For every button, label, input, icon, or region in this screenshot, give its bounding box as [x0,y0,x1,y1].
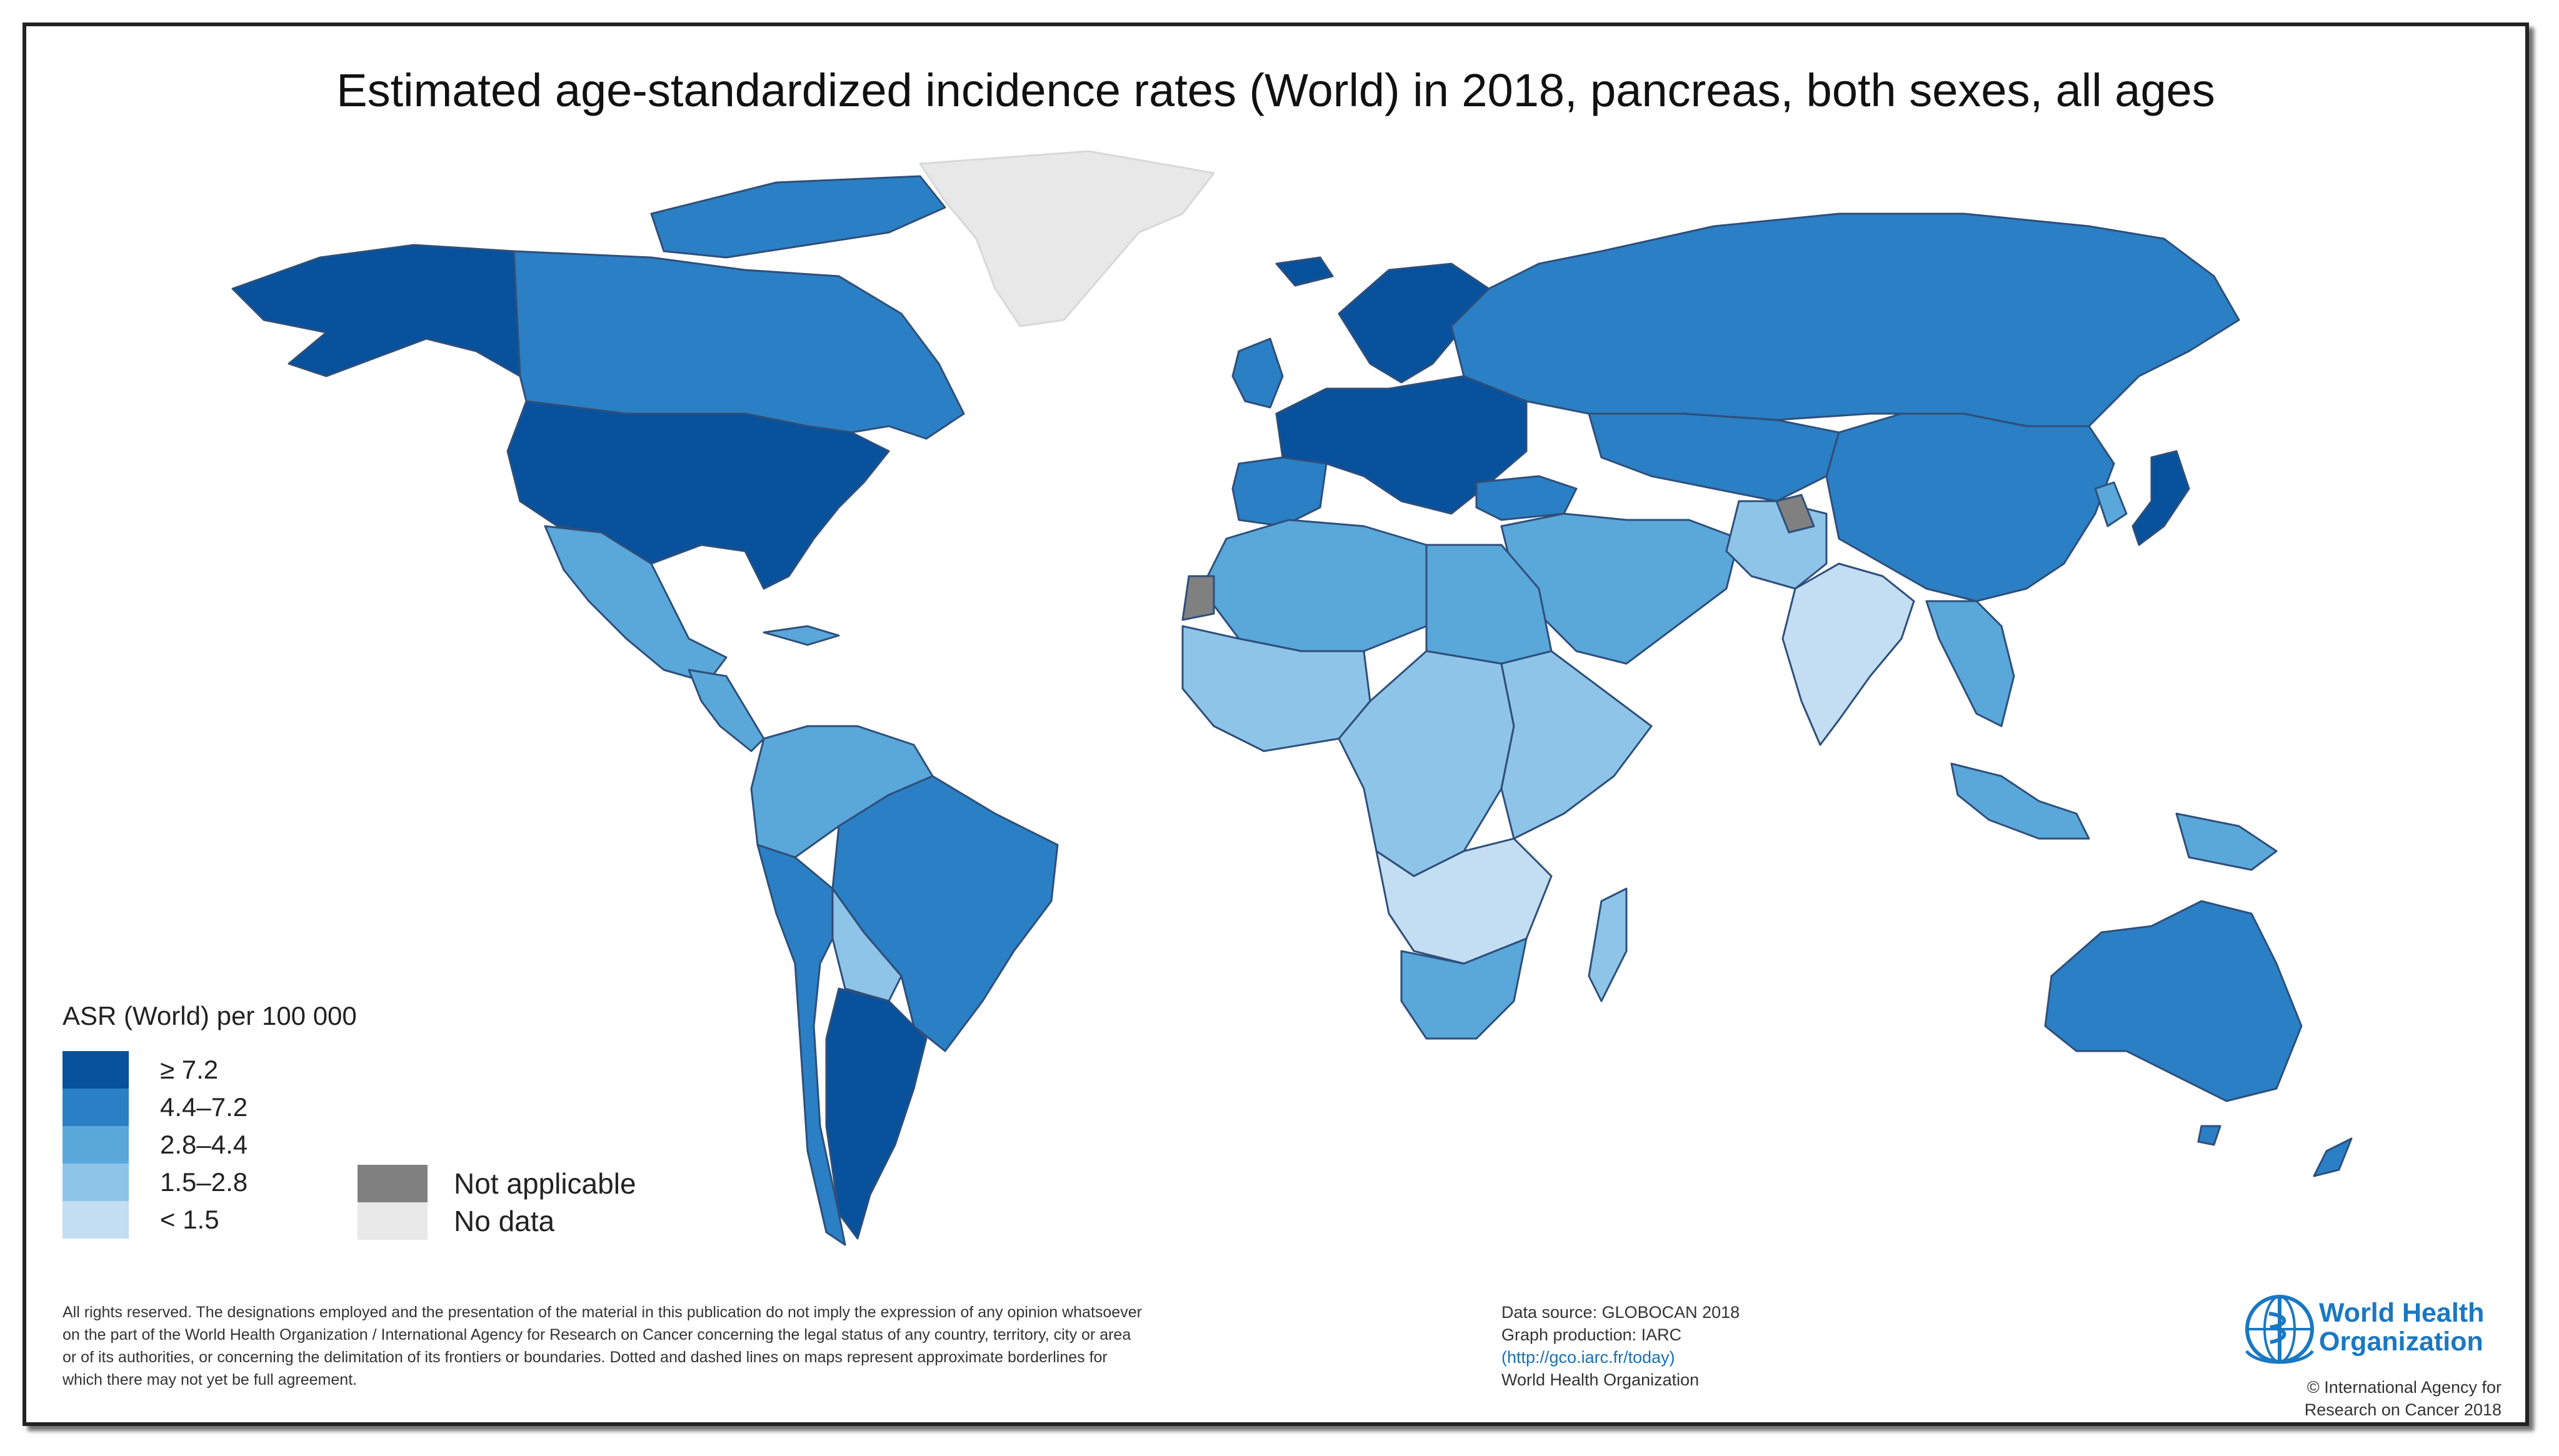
legend-label: 2.8–4.4 [160,1130,248,1159]
legend-label: 4.4–7.2 [160,1092,248,1122]
data-source-text: Data source: GLOBOCAN 2018 [1501,1303,1740,1322]
legend-swatch [358,1165,428,1202]
region-argentina[interactable] [825,987,928,1240]
region-australia[interactable] [2044,900,2303,1102]
region-china[interactable] [1825,412,2115,602]
region-korea[interactable] [2094,481,2128,527]
graph-production-text: Graph production: IARC [1501,1325,1682,1344]
region-canada-arctic[interactable] [650,175,946,259]
map-frame: Estimated age-standardized incidence rat… [23,22,2529,1426]
legend-item-no-data: No data [358,1202,554,1240]
copyright-line: Research on Cancer 2018 [2304,1400,2501,1419]
legend-label: Not applicable [454,1167,636,1200]
who-name-line: World Health [2319,1298,2485,1328]
disclaimer-line: All rights reserved. The designations em… [63,1304,1142,1321]
region-south-asia[interactable] [1725,500,1828,590]
region-kashmir[interactable] [1775,494,1815,534]
region-iberia[interactable] [1231,456,1328,527]
region-south-africa[interactable] [1400,937,1528,1040]
legend-swatch [63,1201,129,1239]
legend-swatch [63,1089,129,1126]
region-madagascar[interactable] [1588,887,1628,1002]
legend-swatch [63,1126,129,1164]
legend-item-class-3: 2.8–4.4 [63,1126,248,1164]
disclaimer-line: which there may not yet be full agreemen… [63,1371,358,1389]
map-title: Estimated age-standardized incidence rat… [336,64,2215,116]
region-japan[interactable] [2131,450,2190,546]
region-india[interactable] [1781,562,1915,746]
region-central-america[interactable] [688,669,765,752]
iarc-copyright: © International Agency for Research on C… [2305,1376,2501,1421]
region-east-africa[interactable] [1500,650,1653,840]
legend-label: No data [454,1205,555,1237]
region-greenland[interactable] [919,150,1215,327]
region-indonesia[interactable] [1950,762,2090,840]
region-southern-africa-mid[interactable] [1375,837,1553,965]
who-name-line: Organization [2319,1327,2483,1357]
legend-swatch [63,1051,129,1089]
region-tasmania[interactable] [2197,1125,2221,1146]
source-link[interactable]: (http://gco.iarc.fr/today) [1501,1348,1675,1367]
region-usa[interactable] [506,400,890,590]
region-central-asia[interactable] [1588,412,1840,502]
region-new-guinea[interactable] [2175,812,2278,871]
copyright-line: © International Agency for [2306,1378,2501,1397]
legend-label: < 1.5 [160,1205,219,1234]
source-org-text: World Health Organization [1501,1370,1700,1389]
region-caribbean[interactable] [763,625,840,646]
region-north-africa[interactable] [1200,519,1428,652]
region-iceland[interactable] [1275,256,1334,287]
who-emblem-icon [2245,1295,2314,1364]
disclaimer-text: All rights reserved. The designations em… [63,1301,1500,1391]
disclaimer-line: or of its authorities, or concerning the… [63,1349,1108,1366]
legend-item-class-2: 4.4–7.2 [63,1089,248,1126]
region-new-zealand[interactable] [2313,1137,2353,1177]
legend-title: ASR (World) per 100 000 [63,1001,357,1030]
legend-label: ≥ 7.2 [160,1055,219,1084]
legend-item-class-5: < 1.5 [63,1201,219,1239]
region-mexico[interactable] [544,525,728,684]
legend-label: 1.5–2.8 [160,1167,248,1197]
region-southeast-asia[interactable] [1925,600,2015,727]
world-map [231,150,2353,1246]
legend-swatch [358,1202,428,1240]
legend-item-not-applicable: Not applicable [358,1165,636,1202]
region-western-sahara[interactable] [1181,575,1215,621]
disclaimer-line: on the part of the World Health Organiza… [63,1326,1131,1344]
region-russia[interactable] [1450,212,2240,427]
data-source-block: Data source: GLOBOCAN 2018 Graph product… [1501,1301,1740,1391]
legend-item-class-1: ≥ 7.2 [63,1051,218,1089]
region-uk-ireland[interactable] [1231,337,1284,409]
legend-item-class-4: 1.5–2.8 [63,1164,248,1201]
region-alaska[interactable] [231,244,521,377]
legend-swatch [63,1164,129,1201]
who-name: World Health Organization [2319,1299,2484,1356]
